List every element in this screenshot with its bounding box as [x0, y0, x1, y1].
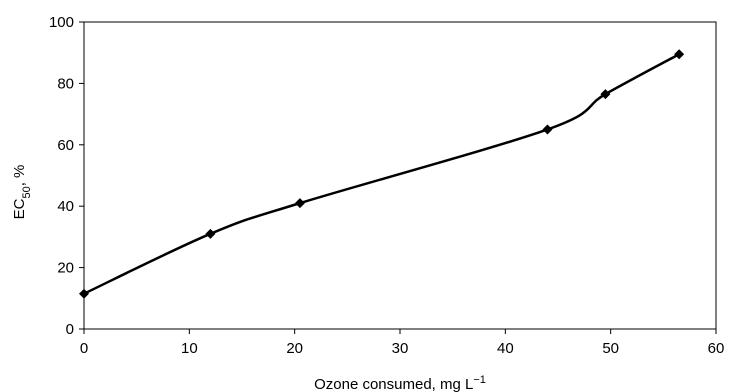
series-layer — [79, 49, 685, 299]
y-tick-label: 20 — [57, 260, 74, 277]
x-axis-title: Ozone consumed, mg L−1 — [314, 374, 486, 392]
x-axis-ticks: 0 10 20 30 40 50 60 — [80, 329, 725, 357]
data-point-marker — [674, 49, 685, 60]
plot-area — [83, 21, 717, 330]
y-axis-ticks: 0 20 40 60 80 100 — [49, 14, 84, 338]
x-tick-label: 20 — [286, 340, 303, 357]
y-tick-label: 100 — [49, 14, 74, 31]
x-tick-label: 30 — [392, 340, 409, 357]
plot-frame — [83, 21, 717, 330]
y-tick-label: 0 — [66, 321, 74, 338]
data-point-marker — [205, 228, 216, 239]
x-tick-label: 40 — [497, 340, 514, 357]
series-line — [83, 53, 680, 295]
y-axis-title: EC50, % — [11, 165, 33, 220]
y-tick-label: 60 — [57, 137, 74, 154]
y-tick-label: 80 — [57, 75, 74, 92]
x-tick-label: 0 — [80, 340, 88, 357]
data-point-marker — [294, 198, 305, 209]
x-tick-label: 50 — [602, 340, 619, 357]
y-tick-label: 40 — [57, 198, 74, 215]
data-point-marker — [542, 124, 553, 135]
x-tick-label: 60 — [708, 340, 725, 357]
data-point-marker — [600, 89, 611, 100]
data-point-marker — [79, 288, 89, 299]
x-tick-label: 10 — [181, 340, 198, 357]
